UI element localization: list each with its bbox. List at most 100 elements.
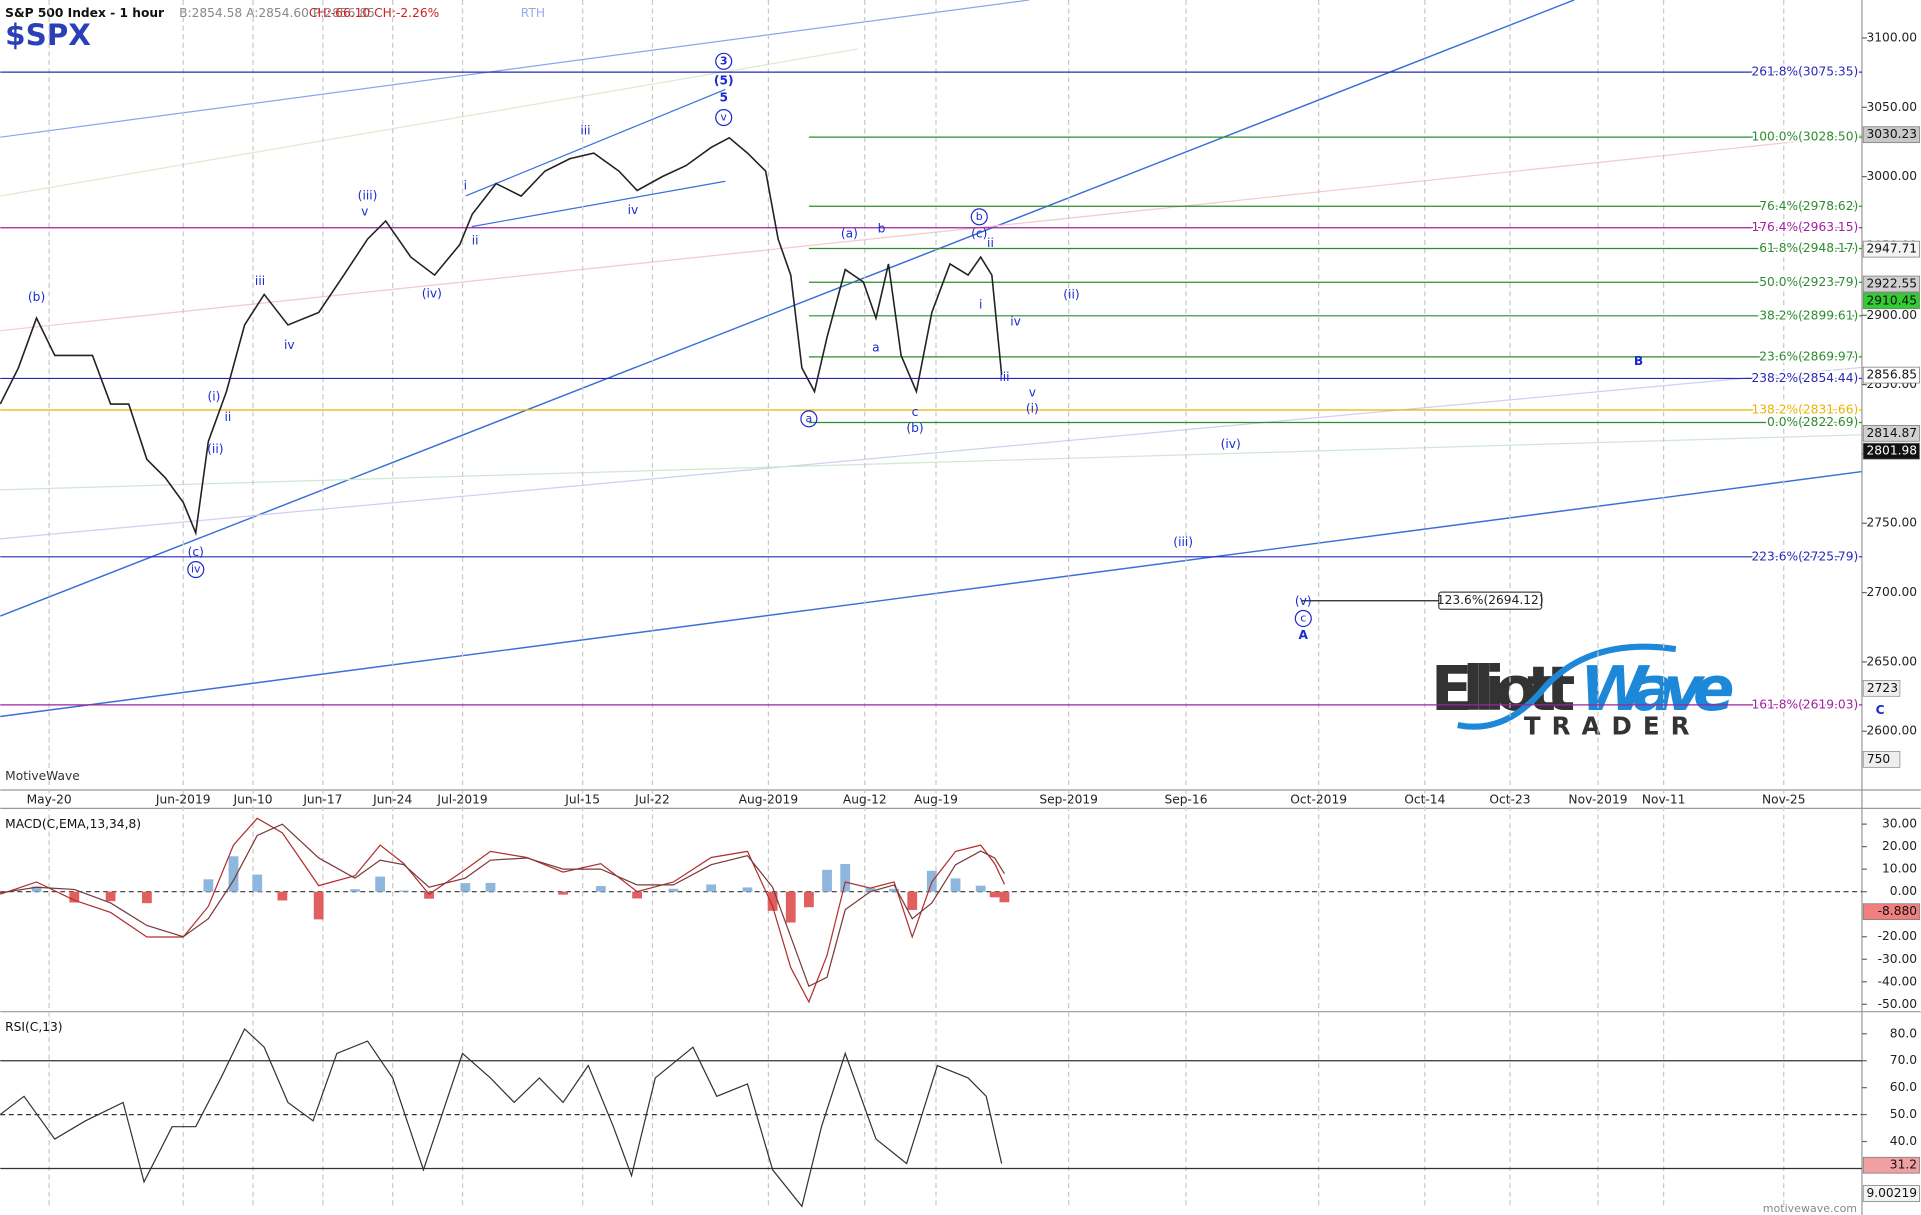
- price-tag: [1862, 240, 1920, 258]
- price-tag: [1862, 292, 1920, 310]
- level-label: 238.2%(2854.44): [1751, 371, 1858, 385]
- logo-text: Wave: [1580, 654, 1734, 725]
- wave-circle: [187, 560, 205, 579]
- level-label-box: [1438, 591, 1543, 610]
- wave-label: iii: [580, 124, 590, 138]
- wave-label: (i): [207, 389, 220, 403]
- histogram-bar: [804, 891, 814, 908]
- x-tick-label: Jun-17: [302, 792, 342, 806]
- wave-circle: [1294, 609, 1312, 628]
- symbol: $SPX: [5, 18, 91, 52]
- x-tick-label: Oct-23: [1489, 792, 1530, 806]
- wave-label: (i): [1026, 402, 1039, 416]
- trend-line: [465, 88, 726, 197]
- x-tick-label: Oct-2019: [1290, 792, 1347, 806]
- wave-circle: [970, 208, 988, 226]
- histogram-bar: [105, 891, 116, 902]
- y-tick-label: -50.00: [1878, 997, 1917, 1011]
- histogram-bar: [313, 891, 324, 920]
- value-tag-label: 31.2: [1890, 1158, 1917, 1172]
- y-tick-label: 2700.00: [1866, 585, 1917, 599]
- wave-label: i: [979, 298, 982, 312]
- wave-label: (c): [188, 545, 204, 559]
- wave-label: v: [720, 111, 727, 124]
- footer: motivewave.com: [1763, 1202, 1857, 1215]
- trend-line: [0, 434, 1862, 491]
- level-label: 138.2%(2831.66): [1751, 403, 1858, 417]
- histogram-bar: [706, 884, 717, 892]
- histogram-bar: [203, 879, 214, 892]
- wave-label: ii: [225, 410, 232, 424]
- wave-label: (iv): [422, 286, 442, 300]
- y-tick-label: 10.00: [1882, 862, 1917, 876]
- histogram-bar: [950, 878, 961, 892]
- y-tick-label: 20.00: [1882, 839, 1917, 853]
- wave-label: (a): [841, 226, 858, 240]
- wave-label: (b): [28, 290, 45, 304]
- volume-tag: [1862, 751, 1901, 768]
- level-label: 176.4%(2963.15): [1751, 220, 1858, 234]
- y-tick-label: 2750.00: [1866, 516, 1917, 530]
- histogram-bar: [865, 888, 876, 892]
- x-tick-label: Oct-14: [1404, 792, 1445, 806]
- wave-label: iv: [191, 563, 201, 576]
- y-tick-label: -40.00: [1878, 974, 1917, 988]
- trend-line: [0, 48, 858, 197]
- level-label: 76.4%(2978.62): [1759, 199, 1858, 213]
- histogram-bar: [822, 869, 832, 892]
- session: RTH: [521, 6, 545, 20]
- macd-line: [0, 823, 1005, 988]
- wave-label: (ii): [207, 442, 223, 456]
- x-tick-label: Jul-22: [634, 792, 670, 806]
- level-label: 23.6%(2869.97): [1759, 349, 1858, 363]
- histogram-bar: [840, 863, 851, 892]
- histogram-bar: [742, 887, 753, 892]
- price-tag-label: 2947.71: [1866, 242, 1917, 256]
- x-tick-label: Nov-11: [1642, 792, 1686, 806]
- level-label: 161.8%(2619.03): [1751, 697, 1858, 711]
- wave-label: iv: [1010, 315, 1021, 329]
- wave-label: 3: [720, 54, 728, 67]
- wave-label: iii: [255, 274, 265, 288]
- footer-tag-label: 9.00219: [1866, 1186, 1917, 1200]
- y-tick-label: 3050.00: [1866, 100, 1917, 114]
- value-tag-label: -8.880: [1878, 904, 1917, 918]
- histogram-bar: [889, 888, 899, 892]
- y-tick-label: 60.0: [1890, 1080, 1917, 1094]
- histogram-bar: [668, 888, 679, 892]
- price-tag-label: 2922.55: [1866, 277, 1917, 291]
- x-tick-label: Nov-25: [1762, 792, 1806, 806]
- wave-label: b: [878, 222, 886, 236]
- price-tag-label: 2856.85: [1866, 368, 1917, 382]
- level-label: 123.6%(2694.12): [1437, 593, 1544, 607]
- wave-label: (v): [1295, 594, 1312, 608]
- x-tick-label: Jun-24: [372, 792, 412, 806]
- logo-text: Elliott: [1431, 654, 1576, 725]
- value-tag: [1862, 1156, 1920, 1174]
- histogram-bar: [424, 891, 434, 899]
- x-tick-label: Aug-2019: [739, 792, 798, 806]
- wave-label: a: [872, 340, 880, 354]
- y-tick-label: 80.0: [1890, 1026, 1917, 1040]
- price-tag-label: 2801.98: [1866, 444, 1917, 458]
- x-tick-label: Aug-19: [914, 792, 958, 806]
- wave-label: c: [1300, 611, 1306, 624]
- wave-label: ii: [987, 236, 994, 250]
- x-tick-label: May-20: [27, 792, 72, 806]
- wave-label: C: [1876, 703, 1885, 717]
- wave-circle: [800, 410, 818, 428]
- level-label: 61.8%(2948.17): [1759, 241, 1858, 255]
- wave-label: c: [912, 405, 919, 419]
- histogram-bar: [31, 886, 42, 892]
- rsi-line: [0, 1027, 1003, 1208]
- wave-label: (c): [971, 226, 987, 240]
- instrument: S&P 500 Index - 1 hour: [5, 6, 164, 20]
- wave-label: v: [1029, 386, 1036, 400]
- histogram-bar: [485, 882, 496, 892]
- histogram-bar: [632, 891, 643, 899]
- wave-label: (iv): [1221, 437, 1241, 451]
- price-tag: [1862, 275, 1920, 293]
- histogram-bar: [989, 891, 1000, 898]
- price-tag: [1862, 366, 1920, 384]
- price-tag: [1862, 442, 1920, 460]
